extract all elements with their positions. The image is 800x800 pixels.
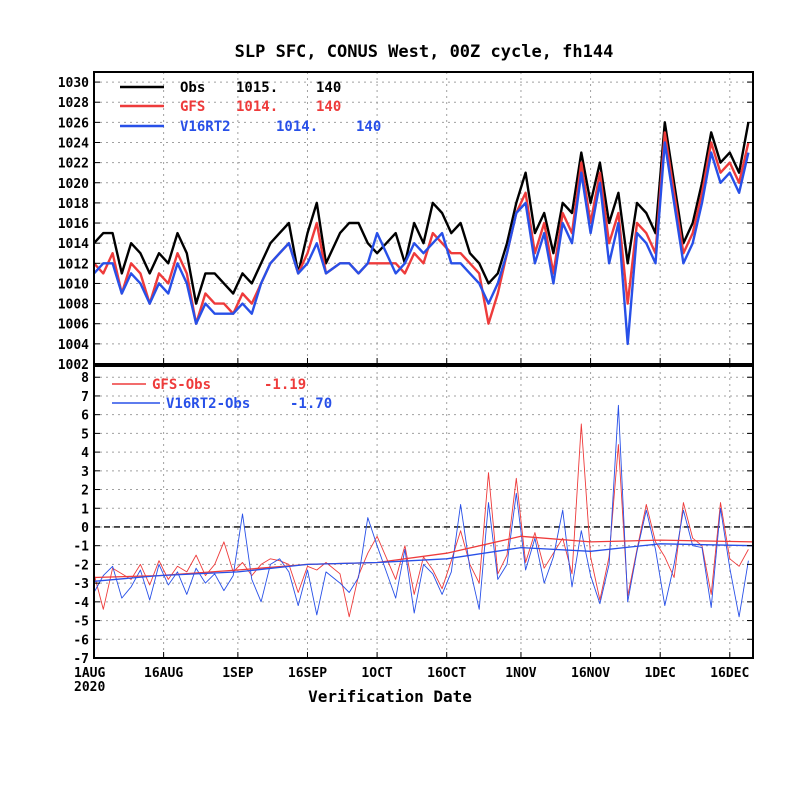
x-tick-label: 16OCT	[427, 666, 466, 681]
top-panel-frame	[93, 71, 754, 365]
bottom-series-v16rt2-obs	[93, 404, 749, 618]
y-tick-label: -7	[73, 652, 89, 667]
y-tick-label: 1006	[58, 318, 89, 333]
legend-obs-stat: 1015.	[236, 80, 278, 96]
bottom-panel-frame	[93, 365, 754, 659]
y-tick-label: 1022	[58, 157, 89, 172]
legend-v16-label: V16RT2	[180, 119, 231, 135]
bottom-panel-y-ticks: -7 -6 -5 -4 -3 -2 -1 0 1 2 3 4 5 6 7 8	[73, 371, 753, 667]
y-tick-label: -3	[73, 577, 89, 592]
y-tick-label: -4	[73, 596, 89, 611]
y-tick-label: 1030	[58, 76, 89, 91]
x-tick-labels: 1AUG 16AUG 1SEP 16SEP 1OCT 16OCT 1NOV 16NOV 1DEC…	[74, 666, 749, 681]
bottom-series-gfs-obs	[93, 423, 749, 618]
x-tick-label: 1OCT	[361, 666, 392, 681]
legend-gfs-count: 140	[316, 99, 341, 115]
y-tick-label: 1002	[58, 358, 89, 373]
bottom-series-gfs-obs-running-mean	[93, 535, 754, 579]
y-tick-label: 0	[81, 521, 89, 536]
y-tick-label: -6	[73, 633, 89, 648]
x-tick-label: 16NOV	[571, 666, 610, 681]
legend-gfs-diff-label: GFS-Obs	[152, 377, 211, 393]
y-tick-label: 1016	[58, 217, 89, 232]
y-tick-label: 1024	[58, 136, 89, 151]
y-tick-label: 1014	[58, 237, 89, 252]
y-tick-label: 6	[81, 409, 89, 424]
y-tick-label: 1020	[58, 177, 89, 192]
chart-title: SLP SFC, CONUS West, 00Z cycle, fh144	[235, 42, 614, 62]
x-year-label: 2020	[74, 680, 105, 695]
top-panel-grid	[93, 72, 753, 364]
bottom-legend: GFS-Obs -1.19 V16RT2-Obs -1.70	[112, 377, 332, 412]
legend-gfs-label: GFS	[180, 99, 205, 115]
y-tick-label: 1	[81, 502, 89, 517]
y-tick-label: 2	[81, 484, 89, 499]
top-panel-series	[93, 121, 750, 346]
top-panel-y-ticks: 1002 1004 1006 1008 1010 1012 1014 1016 1018 1020…	[58, 76, 753, 373]
y-tick-label: 3	[81, 465, 89, 480]
legend-obs-label: Obs	[180, 80, 205, 96]
legend-v16-diff-label: V16RT2-Obs	[166, 396, 250, 412]
top-legend: Obs 1015. 140 GFS 1014. 140 V16RT2 1014.…	[120, 80, 381, 135]
top-series-gfs	[93, 131, 750, 325]
y-tick-label: -5	[73, 615, 89, 630]
top-series-obs	[93, 121, 750, 305]
legend-v16-count: 140	[356, 119, 381, 135]
x-tick-label: 1NOV	[505, 666, 536, 681]
y-tick-label: -1	[73, 540, 89, 555]
top-series-v16rt2	[93, 141, 750, 346]
x-tick-label: 16AUG	[144, 666, 183, 681]
y-tick-label: 1012	[58, 257, 89, 272]
x-tick-label: 1AUG	[74, 666, 105, 681]
y-tick-label: 7	[81, 390, 89, 405]
legend-v16-diff-stat: -1.70	[290, 396, 332, 412]
legend-obs-count: 140	[316, 80, 341, 96]
y-tick-label: 1010	[58, 277, 89, 292]
x-tick-label: 16DEC	[710, 666, 749, 681]
legend-gfs-diff-stat: -1.19	[264, 377, 306, 393]
y-tick-label: 1018	[58, 197, 89, 212]
y-tick-label: 8	[81, 371, 89, 386]
x-axis-label: Verification Date	[308, 687, 472, 706]
y-tick-label: 1028	[58, 96, 89, 111]
y-tick-label: 5	[81, 427, 89, 442]
legend-gfs-stat: 1014.	[236, 99, 278, 115]
x-tick-label: 1DEC	[645, 666, 676, 681]
x-tick-label: 1SEP	[222, 666, 253, 681]
y-tick-label: 1008	[58, 298, 89, 313]
bottom-series-v16rt2-obs-running-mean	[93, 543, 754, 582]
bottom-panel-series	[93, 404, 754, 618]
x-tick-label: 16SEP	[288, 666, 327, 681]
y-tick-label: 4	[81, 446, 89, 461]
y-tick-label: 1004	[58, 338, 89, 353]
bottom-panel-grid	[93, 366, 753, 658]
y-tick-label: 1026	[58, 116, 89, 131]
legend-v16-stat: 1014.	[276, 119, 318, 135]
y-tick-label: -2	[73, 558, 89, 573]
